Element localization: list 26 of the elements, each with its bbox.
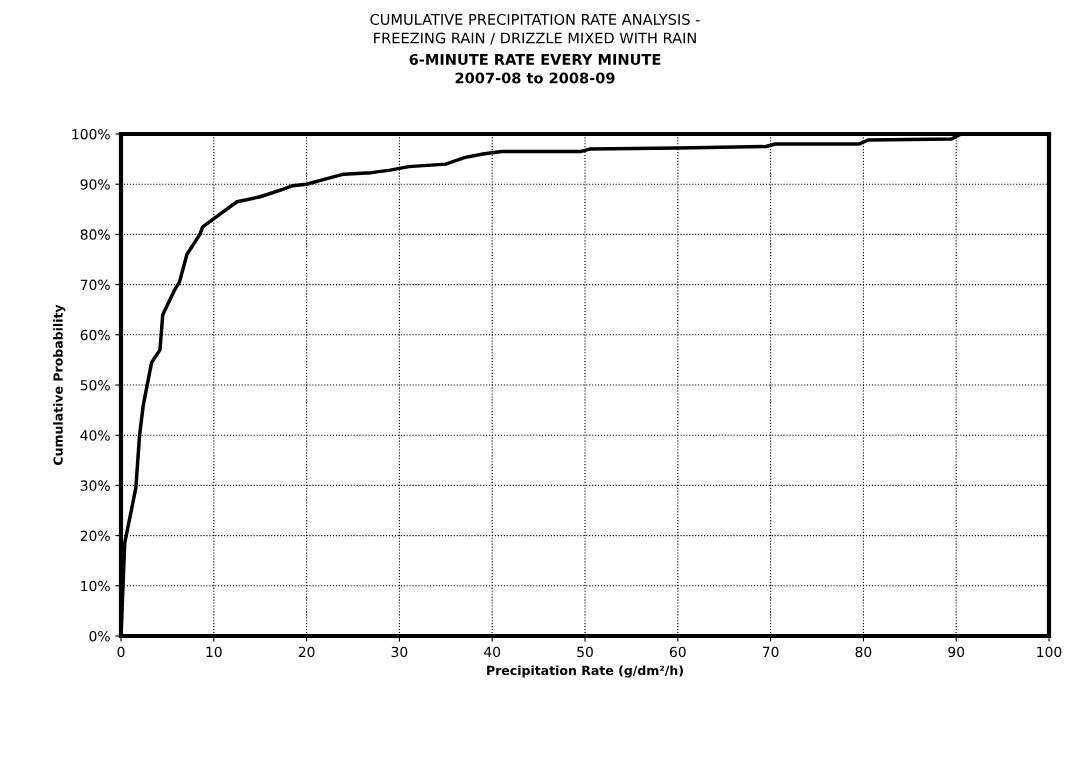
y-tick-label: 90%: [80, 179, 110, 190]
y-tick-label: 30%: [80, 480, 110, 491]
y-tick-label: 20%: [80, 530, 110, 542]
chart-title: CUMULATIVE PRECIPITATION RATE ANALYSIS - FREEZING RAIN / DRIZZLE MIXED WITH RAIN: [370, 13, 700, 45]
x-tick-label: 40: [484, 646, 501, 658]
x-axis-title: Precipitation Rate (g/dm²/h): [487, 665, 683, 678]
y-tick-label: 50%: [80, 379, 110, 391]
chart-subtitle: 6-MINUTE RATE EVERY MINUTE 2007-08 to 2008-09: [409, 53, 661, 84]
y-tick-label: 70%: [80, 279, 110, 291]
x-tick-label: 30: [391, 646, 408, 658]
x-tick-label: 80: [855, 646, 872, 658]
x-tick-label: 90: [948, 646, 965, 658]
y-tick-label: 0%: [89, 630, 110, 642]
x-tick-label: 50: [577, 646, 593, 658]
y-tick-label: 40%: [80, 430, 110, 441]
x-tick-label: 60: [669, 646, 686, 658]
y-tick-label: 80%: [80, 229, 110, 240]
x-tick-label: 100: [1037, 646, 1062, 658]
y-tick-label: 60%: [80, 329, 110, 341]
x-tick-label: 70: [762, 646, 779, 658]
x-tick-label: 20: [298, 646, 315, 658]
x-tick-label: 0: [117, 646, 125, 658]
y-tick-label: 100%: [72, 128, 110, 140]
x-tick-label: 10: [206, 646, 222, 658]
y-tick-label: 10%: [81, 580, 110, 592]
y-axis-title: Cumulative Probability: [53, 304, 66, 465]
